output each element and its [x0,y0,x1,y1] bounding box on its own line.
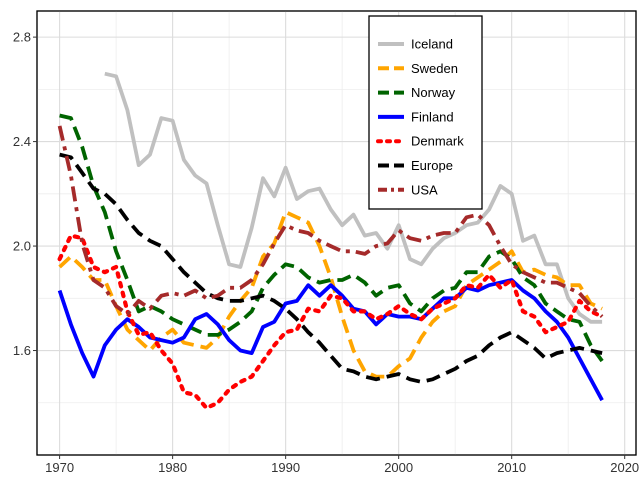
series-line-denmark [57,233,605,411]
x-tick-label: 2010 [497,460,526,475]
x-axis: 1970 1980 1990 2000 2010 2020 [45,455,639,475]
legend-label-norway: Norway [411,85,456,100]
legend-label-finland: Finland [411,109,454,124]
plot-panel [36,10,637,456]
series-line-iceland [104,71,603,324]
series-line-europe [59,152,603,384]
x-tick-label: 1980 [158,460,187,475]
y-tick-label: 2.4 [13,134,31,149]
series-line-usa [57,125,604,318]
legend-label-europe: Europe [411,158,453,173]
y-tick-label: 1.6 [13,343,31,358]
series-line-sweden [58,210,603,379]
legend: Iceland Sweden Norway Finland Denmark Europe U… [368,15,483,210]
y-tick-label: 2.8 [13,30,31,45]
major-gridlines [37,11,636,455]
x-tick-label: 1970 [45,460,74,475]
x-tick-label: 2020 [610,460,639,475]
legend-label-usa: USA [411,182,438,197]
legend-label-denmark: Denmark [411,134,464,149]
series-lines [57,71,605,411]
legend-box [368,15,483,210]
x-tick-label: 1990 [271,460,300,475]
legend-label-iceland: Iceland [411,37,453,52]
legend-label-sweden: Sweden [411,61,458,76]
y-tick-label: 2.0 [13,239,31,254]
plot-border [36,10,637,456]
series-line-finland [57,278,604,402]
y-axis: 1.6 2.0 2.4 2.8 [13,30,37,358]
x-tick-label: 2000 [384,460,413,475]
